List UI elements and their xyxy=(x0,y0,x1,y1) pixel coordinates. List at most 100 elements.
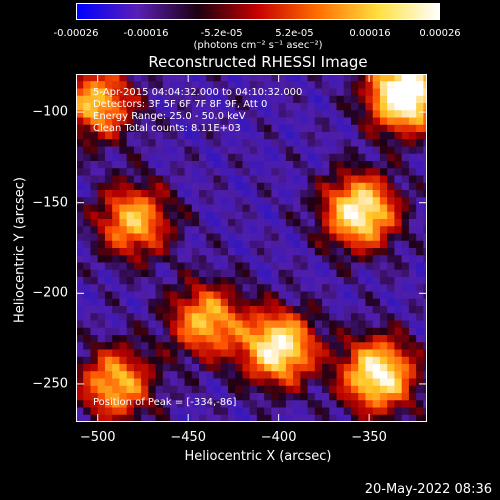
heatmap-cell xyxy=(329,74,337,82)
heatmap-cell xyxy=(220,168,229,176)
y-tick-label: −100 xyxy=(32,104,68,120)
heatmap-cell xyxy=(372,327,381,336)
tick-marks xyxy=(76,74,427,422)
heatmap-cell xyxy=(401,393,410,401)
heatmap-cell xyxy=(126,327,135,336)
heatmap-cell xyxy=(314,211,323,220)
heatmap-cell xyxy=(83,277,91,285)
heatmap-cell xyxy=(329,284,337,292)
heatmap-cell xyxy=(401,364,410,372)
heatmap-cell xyxy=(213,269,222,278)
heatmap-cell xyxy=(213,284,222,292)
heatmap-cell xyxy=(372,269,381,278)
heatmap-cell xyxy=(220,81,229,89)
heatmap-cell xyxy=(199,371,207,379)
heatmap-cell xyxy=(408,364,417,372)
heatmap-cell xyxy=(264,211,272,220)
heatmap-cell xyxy=(249,320,258,329)
heatmap-cell xyxy=(76,356,84,365)
heatmap-cell xyxy=(300,88,308,97)
heatmap-cell xyxy=(206,204,214,213)
heatmap-cell xyxy=(387,407,395,416)
heatmap-cell xyxy=(416,146,424,155)
heatmap-cell xyxy=(148,124,157,133)
heatmap-cell xyxy=(322,117,330,126)
heatmap-cell xyxy=(372,356,381,365)
heatmap-cell xyxy=(76,371,84,379)
heatmap-cell xyxy=(83,153,91,162)
heatmap-cell xyxy=(191,269,200,278)
colorbar-units: (photons cm⁻² s⁻¹ asec⁻²) xyxy=(193,40,323,51)
heatmap-cell xyxy=(300,349,308,358)
heatmap-cell xyxy=(408,407,417,416)
heatmap-cell xyxy=(199,378,207,387)
heatmap-cell xyxy=(271,233,280,242)
heatmap-cell xyxy=(336,313,345,321)
heatmap-cell xyxy=(199,393,207,401)
heatmap-cell xyxy=(271,190,280,198)
heatmap-cell xyxy=(112,175,120,184)
heatmap-cell xyxy=(293,262,301,271)
heatmap-cell xyxy=(387,88,395,97)
heatmap-cell xyxy=(322,110,330,118)
heatmap-cell xyxy=(213,74,222,82)
heatmap-cell xyxy=(314,153,323,162)
heatmap-cell xyxy=(271,204,280,213)
heatmap-cell xyxy=(249,190,258,198)
heatmap-cell xyxy=(423,103,427,111)
heatmap-cell xyxy=(249,117,258,126)
heatmap-cell xyxy=(249,385,258,394)
heatmap-cell xyxy=(112,248,120,256)
heatmap-cell xyxy=(184,327,193,336)
heatmap-cell xyxy=(394,219,403,227)
heatmap-cell xyxy=(423,190,427,198)
heatmap-cell xyxy=(256,197,265,205)
heatmap-cell xyxy=(365,335,374,343)
heatmap-cell xyxy=(256,277,265,285)
heatmap-cell xyxy=(184,168,193,176)
heatmap-cell xyxy=(206,146,214,155)
heatmap-cell xyxy=(387,110,395,118)
heatmap-cell xyxy=(387,400,395,408)
heatmap-cell xyxy=(170,400,178,408)
heatmap-cell xyxy=(220,407,229,416)
heatmap-cell xyxy=(227,226,236,234)
heatmap-cell xyxy=(177,190,185,198)
heatmap-cell xyxy=(322,211,330,220)
heatmap-cell xyxy=(329,175,337,184)
heatmap-cell xyxy=(336,197,345,205)
heatmap-cell xyxy=(177,117,185,126)
heatmap-cell xyxy=(416,255,424,263)
heatmap-cell xyxy=(141,284,149,292)
heatmap-cell xyxy=(343,255,352,263)
heatmap-cell xyxy=(242,132,251,140)
heatmap-cell xyxy=(256,327,265,336)
heatmap-cell xyxy=(119,414,128,422)
heatmap-cell xyxy=(336,378,345,387)
heatmap-cell xyxy=(401,371,410,379)
heatmap-cell xyxy=(394,335,403,343)
heatmap-cell xyxy=(141,226,149,234)
heatmap-cell xyxy=(300,168,308,176)
heatmap-cell xyxy=(170,204,178,213)
heatmap-cell xyxy=(343,103,352,111)
heatmap-cell xyxy=(249,74,258,82)
heatmap-cell xyxy=(83,226,91,234)
heatmap-cell xyxy=(213,103,222,111)
heatmap-cell xyxy=(162,320,171,329)
heatmap-cell xyxy=(141,306,149,314)
heatmap-cell xyxy=(271,88,280,97)
heatmap-cell xyxy=(394,255,403,263)
heatmap-cell xyxy=(213,190,222,198)
heatmap-cell xyxy=(177,371,185,379)
heatmap-cell xyxy=(293,313,301,321)
heatmap-cell xyxy=(184,371,193,379)
heatmap-cell xyxy=(184,277,193,285)
heatmap-cell xyxy=(177,211,185,220)
heatmap-cell xyxy=(104,226,113,234)
heatmap-cell xyxy=(184,153,193,162)
heatmap-cell xyxy=(271,385,280,394)
heatmap-cell xyxy=(162,88,171,97)
heatmap-cell xyxy=(220,190,229,198)
heatmap-cell xyxy=(76,385,84,394)
